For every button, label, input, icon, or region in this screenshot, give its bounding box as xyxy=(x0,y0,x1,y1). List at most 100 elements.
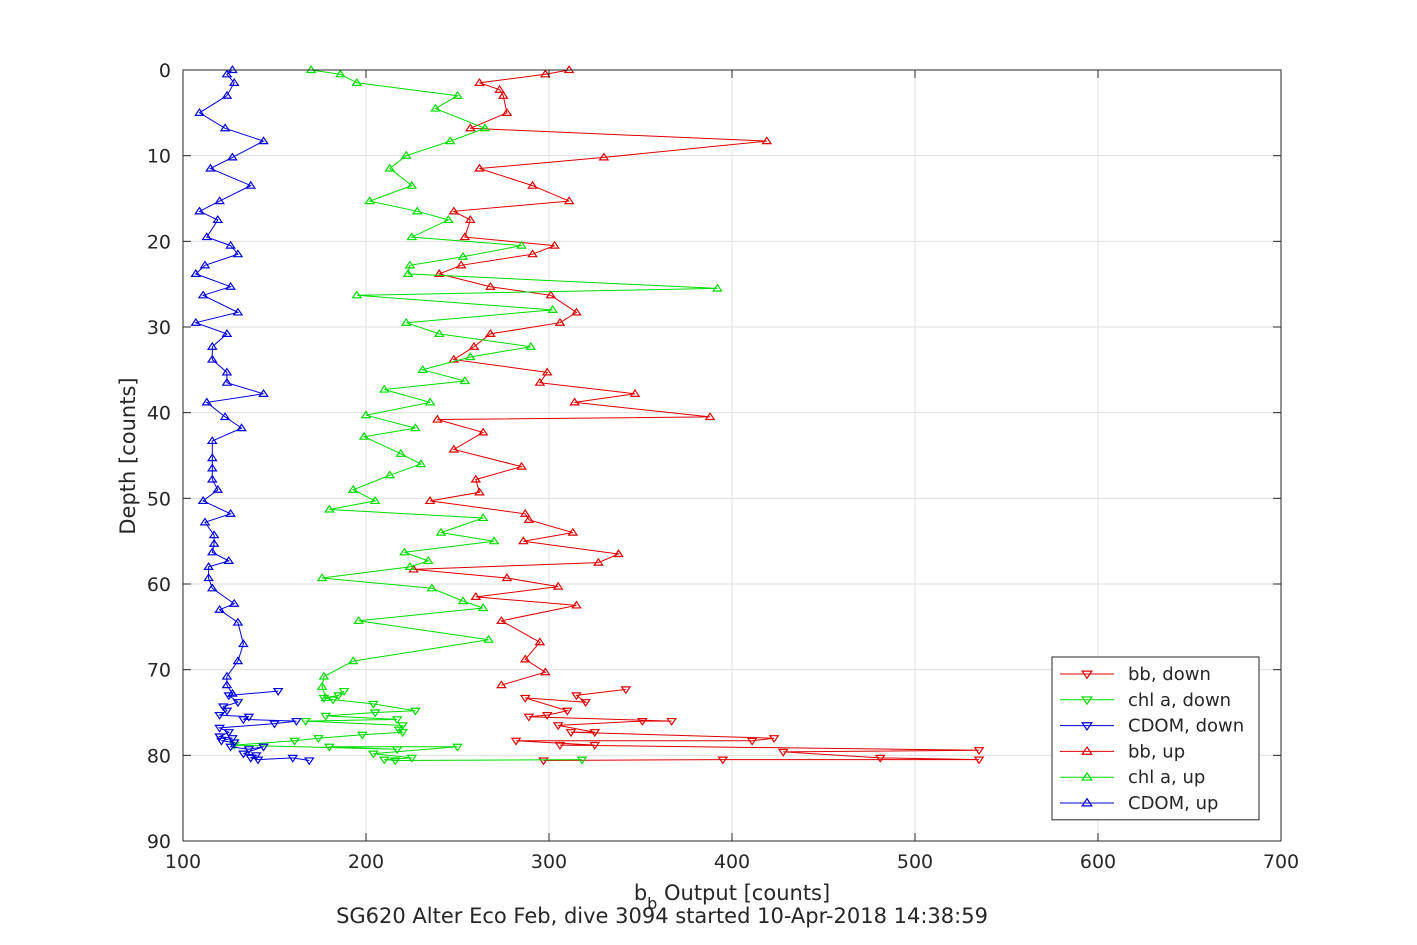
x-tick-label: 600 xyxy=(1080,851,1116,873)
data-point-marker xyxy=(569,397,580,406)
data-point-marker xyxy=(303,757,315,766)
x-tick-label: 100 xyxy=(165,851,201,873)
data-point-marker xyxy=(258,743,269,752)
legend-label: CDOM, up xyxy=(1128,793,1218,814)
data-point-marker xyxy=(358,431,370,440)
data-point-marker xyxy=(399,547,410,556)
legend-label: chl a, down xyxy=(1128,690,1231,711)
legend-box xyxy=(1051,656,1260,821)
legend-entry: CDOM, down xyxy=(1060,716,1244,737)
data-point-marker xyxy=(221,671,233,680)
data-point-marker xyxy=(468,341,480,350)
data-point-marker xyxy=(554,317,566,326)
data-point-marker xyxy=(477,603,489,612)
data-point-marker xyxy=(203,562,214,570)
data-point-marker xyxy=(201,397,213,406)
data-point-marker xyxy=(223,729,235,738)
data-point-marker xyxy=(291,717,302,726)
data-point-marker xyxy=(221,90,233,99)
data-point-marker xyxy=(221,367,233,376)
data-point-marker xyxy=(477,427,489,436)
legend-label: chl a, up xyxy=(1128,767,1205,788)
y-tick-label: 0 xyxy=(159,60,171,82)
data-point-marker xyxy=(335,69,346,78)
data-point-marker xyxy=(258,136,269,145)
data-point-marker xyxy=(190,269,202,278)
data-point-marker xyxy=(206,436,218,445)
data-point-marker xyxy=(497,90,509,99)
data-point-marker xyxy=(501,573,513,582)
data-point-marker xyxy=(561,707,573,716)
data-point-marker xyxy=(534,637,546,646)
data-point-marker xyxy=(549,240,560,249)
y-tick-label: 50 xyxy=(147,488,171,510)
data-point-marker xyxy=(208,538,220,547)
data-point-marker xyxy=(485,281,496,290)
data-point-marker xyxy=(516,461,527,470)
data-point-marker xyxy=(576,756,588,765)
data-point-marker xyxy=(479,123,491,132)
data-point-marker xyxy=(225,508,236,517)
data-point-marker xyxy=(391,716,403,725)
series-line xyxy=(234,690,582,762)
data-point-marker xyxy=(369,496,381,505)
data-point-marker xyxy=(589,741,601,750)
data-point-marker xyxy=(214,711,225,720)
data-point-marker xyxy=(457,596,469,605)
data-point-marker xyxy=(324,743,335,752)
data-point-marker xyxy=(205,163,216,172)
data-point-marker xyxy=(214,604,225,613)
data-point-marker xyxy=(391,746,403,755)
data-point-marker xyxy=(214,196,225,205)
data-point-marker xyxy=(316,681,328,690)
data-point-marker xyxy=(433,269,445,278)
data-point-marker xyxy=(227,688,238,697)
data-point-marker xyxy=(488,536,500,545)
data-point-marker xyxy=(238,716,249,725)
x-tick-label: 700 xyxy=(1263,851,1299,873)
data-point-marker xyxy=(534,377,546,386)
data-point-marker xyxy=(243,746,255,755)
data-point-marker xyxy=(221,328,233,337)
data-point-marker xyxy=(199,260,211,269)
data-point-marker xyxy=(272,687,284,696)
data-point-marker xyxy=(448,206,460,215)
data-point-marker xyxy=(206,474,218,483)
data-point-marker xyxy=(637,717,648,726)
data-point-marker xyxy=(236,423,247,432)
data-point-marker xyxy=(351,77,363,86)
series-chl-a-up xyxy=(305,65,723,702)
data-point-marker xyxy=(620,686,632,695)
data-point-marker xyxy=(199,517,211,526)
data-point-marker xyxy=(212,484,224,493)
data-point-marker xyxy=(206,547,218,556)
y-axis-label: Depth [counts] xyxy=(116,377,140,534)
series-line xyxy=(413,69,767,686)
data-point-marker xyxy=(238,639,249,648)
series-chl-a-down xyxy=(228,687,588,766)
data-point-marker xyxy=(519,654,531,663)
data-point-marker xyxy=(389,757,401,766)
data-point-marker xyxy=(300,717,311,726)
data-point-marker xyxy=(430,103,441,112)
data-point-marker xyxy=(232,617,244,626)
data-point-marker xyxy=(565,729,577,738)
data-point-marker xyxy=(214,724,225,733)
series-layer xyxy=(190,65,985,766)
data-point-marker xyxy=(201,232,213,241)
data-point-marker xyxy=(203,573,214,582)
data-point-marker xyxy=(563,196,575,205)
data-point-marker xyxy=(221,377,233,386)
x-axis-label-main: b xyxy=(634,881,647,905)
data-point-marker xyxy=(459,376,471,385)
legend-marker-swatch xyxy=(1081,670,1093,680)
legend-entry: chl a, up xyxy=(1060,767,1205,788)
data-point-marker xyxy=(516,240,527,249)
y-tick-label: 10 xyxy=(147,146,171,168)
data-point-marker xyxy=(238,750,249,759)
chart-title: SG620 Alter Eco Feb, dive 3094 started 1… xyxy=(336,904,988,928)
legend-label: bb, up xyxy=(1128,741,1185,762)
y-tick-label: 30 xyxy=(147,317,171,339)
data-point-marker xyxy=(351,290,363,299)
